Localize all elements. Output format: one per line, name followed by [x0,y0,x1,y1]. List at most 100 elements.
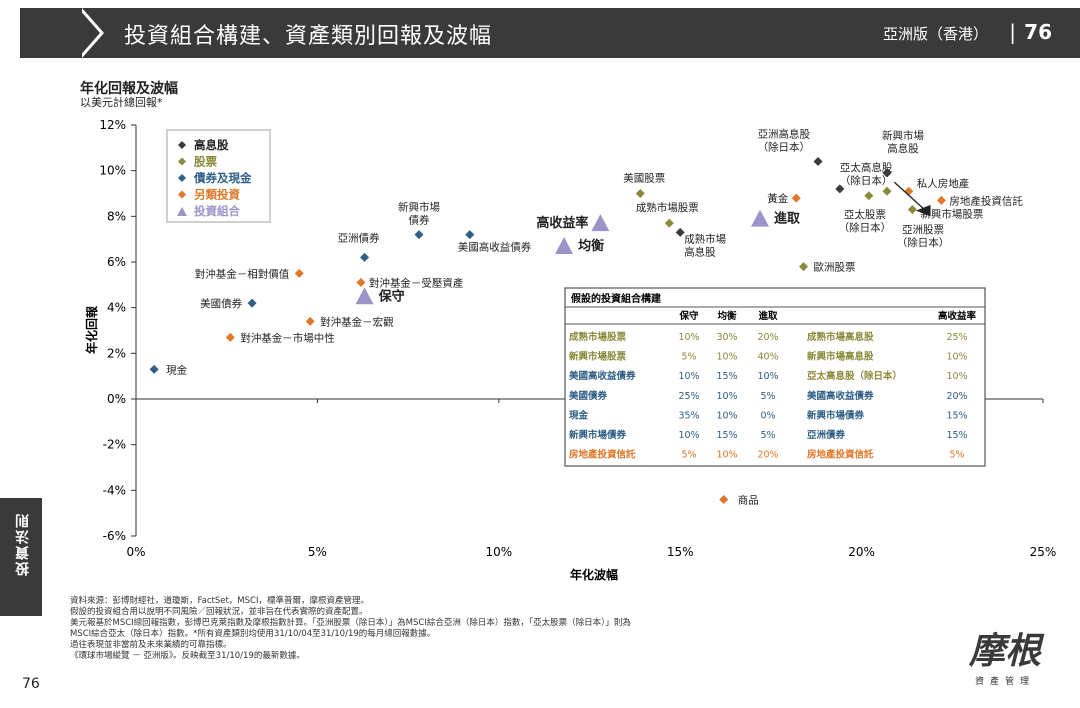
y-tick-label: 4% [107,301,126,315]
point-label: 對沖基金－市場中性 [240,331,335,344]
point-high_div [675,227,685,237]
footnote-line: 美元報基於MSCI總回報指數，彭博巴克萊指數及摩根指數計算。「亞洲股票（除日本）… [70,618,631,628]
point-label: 現金 [166,363,187,376]
point-label-line: （除日本） [840,174,893,187]
table-cell: 35% [678,410,699,421]
table-header: 進取 [758,310,778,322]
table-cell: 10% [716,450,737,461]
x-axis-label: 年化波幅 [570,567,618,582]
table-cell: 5% [949,450,964,461]
point-label-line: 美國債券 [200,297,242,310]
point-equity [664,218,674,228]
table-row-name: 房地產投資信託 [807,449,874,461]
point-high_div [882,168,892,178]
table-cell: 30% [716,332,737,343]
header-bar: 投資組合構建、資產類別回報及波幅 亞洲版（香港） | 76 [20,8,1080,58]
table-row-name: 新興市場股票 [569,351,627,363]
point-label: 新興市場股票 [920,207,983,220]
table-cell: 15% [946,410,967,421]
point-label: 亞太股票（除日本） [839,208,892,234]
table-cell: 5% [681,450,696,461]
chart-title: 年化回報及波幅 [80,81,178,97]
chart-subtitle: 以美元計總回報* [80,96,163,109]
point-label: 美國債券 [200,297,242,310]
point-label: 美國股票 [623,172,665,185]
edition-label: 亞洲版（香港） [882,25,988,43]
point-label-line: （除日本） [897,236,950,249]
point-label: 亞太高息股（除日本） [840,161,893,187]
point-label-line: 成熟市場 [684,232,726,245]
point-label: 對沖基金－宏觀 [320,315,394,328]
table-cell: 10% [716,410,737,421]
point-equity [907,204,917,214]
point-label-line: 債券 [408,214,429,227]
table-row-name: 現金 [569,409,589,421]
table-cell: 15% [716,430,737,441]
y-tick-label: -4% [103,483,126,497]
y-tick-label: -6% [103,529,126,543]
point-label: 亞洲債券 [338,231,380,244]
point-label-line: 美國股票 [623,172,665,185]
table-row-name: 成熟市場股票 [569,331,627,343]
table-row-name: 亞洲債券 [807,429,846,441]
point-high_div [813,157,823,167]
table-cell: 15% [946,430,967,441]
point-label: 成熟市場高息股 [684,232,726,258]
point-label: 黃金 [767,192,788,205]
table-cell: 10% [946,371,967,382]
point-label: 新興市場債券 [398,201,440,227]
footnote-line: 假設的投資組合用以說明不同風險／回報狀況，並非旨在代表實際的資產配置。 [70,607,368,617]
footnotes: 資料來源：彭博財經社，道瓊斯，FactSet，MSCI，標準普爾，摩根資產管理。… [70,596,631,662]
point-label: 進取 [774,211,801,227]
x-tick-label: 25% [1030,545,1057,559]
point-label-line: 新興市場股票 [920,207,983,220]
point-label-line: （除日本） [758,141,811,154]
table-row-name: 美國高收益債券 [568,370,636,382]
table-cell: 10% [678,332,699,343]
point-label-line: 對沖基金－相對價值 [195,267,290,280]
table-header: 保守 [678,310,699,322]
point-alternatives [356,278,366,288]
x-tick-label: 0% [126,545,145,559]
x-tick-label: 10% [485,545,512,559]
y-tick-label: 6% [107,255,126,269]
table-cell: 5% [681,352,696,363]
y-tick-label: 8% [107,209,126,223]
legend-marker-diamond [178,157,186,166]
chevron-cutout [78,8,100,58]
y-axis-label: 年化回報 [84,305,99,354]
logo-subtitle: 資產管理 [974,677,1035,687]
table-row-name: 新興市場債券 [569,429,627,441]
table-row-name: 美國高收益債券 [806,390,874,402]
point-equity [799,262,809,272]
brand-logo: 摩根 資產管理 [955,622,1055,687]
point-portfolio [555,237,574,255]
table-cell: 15% [716,371,737,382]
table-cell: 5% [760,430,775,441]
point-label: 成熟市場股票 [636,201,699,214]
point-bonds_cash [414,230,424,240]
table-row-name: 新興市場高息股 [807,351,874,363]
point-label-line: 新興市場 [398,201,440,214]
point-label: 美國高收益債券 [458,241,532,254]
point-label-line: 亞洲高息股 [758,128,811,141]
x-tick-label: 20% [848,545,875,559]
point-label-line: 對沖基金－受壓資產 [369,277,464,290]
point-label-line: 對沖基金－宏觀 [320,315,394,328]
point-label-line: 進取 [774,211,801,227]
point-label-line: 成熟市場股票 [636,201,699,214]
point-label: 對沖基金－受壓資產 [369,277,464,290]
point-alternatives [791,193,801,203]
legend-label: 股票 [194,155,217,169]
point-bonds_cash [149,364,159,374]
table-cell: 10% [946,352,967,363]
point-label-line: 亞洲債券 [338,231,380,244]
footer-page-number: 76 [22,676,40,692]
y-tick-label: 0% [107,392,126,406]
footnote-line: 資料來源：彭博財經社，道瓊斯，FactSet，MSCI，標準普爾，摩根資產管理。 [70,596,369,606]
point-label: 對沖基金－相對價值 [195,267,290,280]
x-tick-label: 15% [667,545,694,559]
point-label: 亞洲高息股（除日本） [758,128,811,154]
table-cell: 25% [946,332,967,343]
point-label-line: 對沖基金－市場中性 [240,331,335,344]
